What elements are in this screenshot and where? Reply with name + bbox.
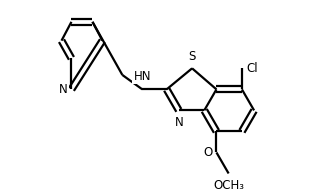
Text: HN: HN	[133, 70, 151, 83]
Text: S: S	[188, 50, 196, 63]
Text: O: O	[203, 146, 212, 159]
Text: OCH₃: OCH₃	[213, 179, 244, 192]
Text: N: N	[174, 116, 183, 129]
Text: Cl: Cl	[246, 62, 258, 75]
Text: N: N	[59, 83, 68, 96]
